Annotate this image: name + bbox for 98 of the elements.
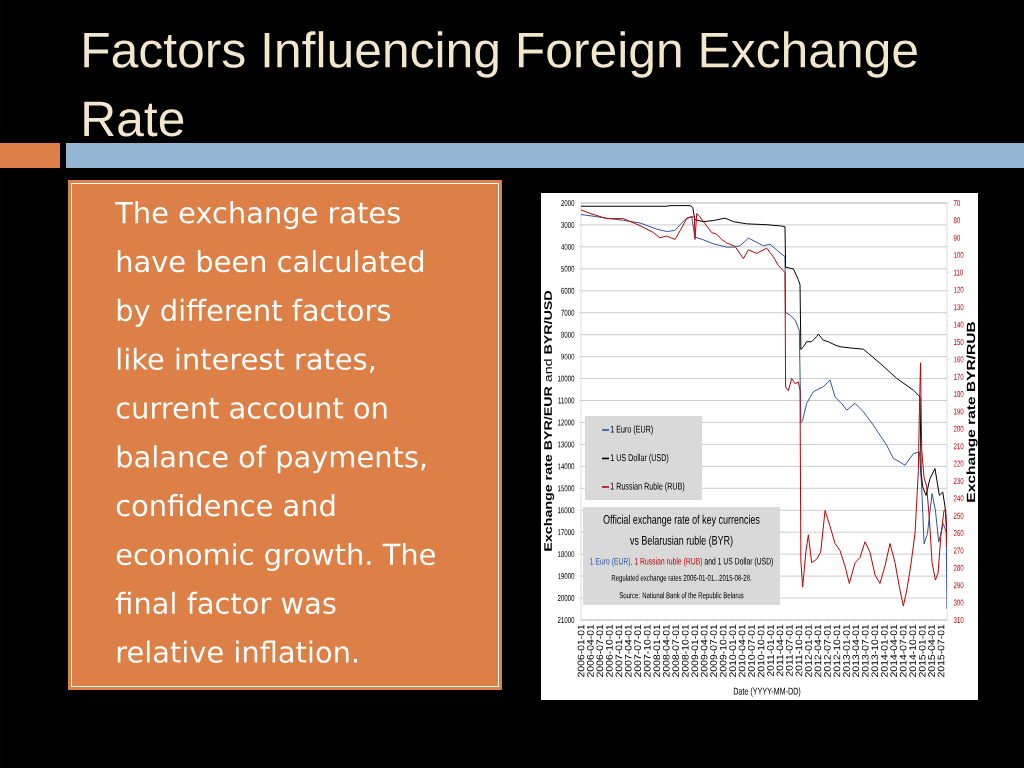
x-tick-label: 2006-07-01 <box>596 624 604 677</box>
x-tick-label: 2008-04-01 <box>662 624 670 677</box>
y-tick-label: 15000 <box>558 485 575 492</box>
x-tick-label: 2015-04-01 <box>928 624 935 677</box>
y2-tick-label: 80 <box>953 217 961 224</box>
y2-tick-label: 210 <box>953 443 964 450</box>
legend-label: 1 Euro (EUR) <box>610 425 653 435</box>
x-tick-label: 2009-10-01 <box>719 624 727 677</box>
annotation: 1 Euro (EUR), <box>590 557 632 567</box>
x-tick-label: 2013-01-01 <box>843 624 850 677</box>
y2-tick-label: 260 <box>953 530 964 537</box>
x-tick-label: 2007-10-01 <box>643 624 651 677</box>
y2-tick-label: 100 <box>954 252 964 259</box>
y-tick-label: 4000 <box>561 243 575 250</box>
y2-tick-label: 90 <box>953 234 961 241</box>
x-tick-label: 2011-04-01 <box>776 624 784 677</box>
x-tick-label: 2014-04-01 <box>890 624 898 677</box>
x-tick-label: 2013-10-01 <box>871 624 879 677</box>
annotation: Source: National Bank of the Republic Belarus <box>619 592 744 600</box>
y2-tick-label: 150 <box>954 339 964 345</box>
text: The exchange rates have been calculated by different factors like interest rates, current account on balance of payments, confidence and economic growth. The final factor was relative inflation. <box>115 201 435 663</box>
y-tick-label: 13000 <box>558 441 575 448</box>
y-tick-label: 9000 <box>561 353 575 360</box>
y2-tick-label: 190 <box>954 408 964 415</box>
y-tick-label: 11000 <box>558 397 575 404</box>
y2-tick-label: 250 <box>953 512 964 519</box>
legend-label: 1 US Dollar (USD) <box>610 453 669 464</box>
x-tick-label: 2010-04-01 <box>738 624 746 677</box>
y2-tick-label: 180 <box>954 391 964 398</box>
x-tick-label: 2008-01-01 <box>653 624 661 677</box>
y2-tick-label: 300 <box>953 599 964 606</box>
y-tick-label: 10000 <box>558 375 575 382</box>
x-tick-label: 2008-10-01 <box>681 624 689 677</box>
y2-tick-label: 290 <box>953 582 964 589</box>
y2-tick-label: 200 <box>953 425 964 432</box>
y-tick-label: 7000 <box>561 309 575 316</box>
x-tick-label: 2015-01-01 <box>918 624 926 677</box>
annotation: and 1 US Dollar (USD) <box>704 557 773 567</box>
y2-tick-label: 270 <box>953 547 964 554</box>
y-tick-label: 16000 <box>558 507 575 514</box>
x-tick-label: 2010-01-01 <box>729 624 737 677</box>
x-tick-label: 2007-04-01 <box>624 624 632 677</box>
y2-tick-label: 160 <box>954 356 964 363</box>
x-tick-label: 2013-04-01 <box>852 624 860 677</box>
x-tick-label: 2009-01-01 <box>691 624 699 677</box>
x-axis-title: Date (YYYY-MM-DD) <box>733 687 801 697</box>
y2-tick-label: 220 <box>953 460 964 467</box>
y2-tick-label: 120 <box>954 286 964 293</box>
x-tick-label: 2012-01-01 <box>805 624 812 677</box>
y2-tick-label: 230 <box>953 478 964 484</box>
x-tick-label: 2011-07-01 <box>785 624 793 677</box>
y-tick-label: 18000 <box>558 551 575 558</box>
x-tick-label: 2014-01-01 <box>880 624 888 677</box>
legend-label: 1 Russian Ruble (RUB) <box>610 482 685 492</box>
y-tick-label: 12000 <box>558 419 575 426</box>
text: Official exchange rate of key currencies vs Belarusian ruble (BYR) <box>603 514 760 548</box>
y2-tick-label: 140 <box>954 321 964 328</box>
y-tick-label: 19000 <box>558 573 575 580</box>
y2-tick-label: 280 <box>953 564 964 571</box>
x-tick-label: 2011-10-01 <box>795 624 803 677</box>
x-tick-label: 2014-07-01 <box>899 624 907 677</box>
y-tick-label: 5000 <box>561 265 575 272</box>
x-tick-label: 2006-10-01 <box>606 624 613 677</box>
x-tick-label: 2007-01-01 <box>615 624 623 677</box>
y-tick-label: 3000 <box>561 221 575 228</box>
x-tick-label: 2006-04-01 <box>587 624 594 677</box>
annotation: 1 Russian ruble (RUB) <box>634 557 703 567</box>
x-tick-label: 2014-10-01 <box>909 624 917 677</box>
x-tick-label: 2011-01-01 <box>767 624 774 677</box>
x-tick-label: 2013-07-01 <box>861 624 869 677</box>
x-tick-label: 2010-10-01 <box>757 624 765 677</box>
y2-tick-label: 130 <box>954 304 964 311</box>
x-tick-label: 2012-04-01 <box>814 624 822 677</box>
x-tick-label: 2007-07-01 <box>634 624 642 677</box>
y-tick-label: 2000 <box>561 200 575 206</box>
y-tick-label: 8000 <box>561 331 575 338</box>
x-tick-label: 2010-07-01 <box>748 624 755 677</box>
y2-tick-label: 170 <box>954 373 964 380</box>
x-tick-label: 2012-07-01 <box>823 624 831 677</box>
annotation: Regulated exchange rates 2006-01-01...2015-08-28. <box>611 574 752 583</box>
y2-axis-title: Exchange rate BYR/RUB <box>966 322 978 502</box>
x-tick-label: 2009-07-01 <box>710 624 717 677</box>
x-tick-label: 2006-01-01 <box>577 624 585 677</box>
y-tick-label: 17000 <box>558 529 575 536</box>
x-tick-label: 2008-07-01 <box>672 624 680 677</box>
y-tick-label: 14000 <box>558 463 575 470</box>
y2-tick-label: 240 <box>953 495 964 502</box>
chart-title: Factors Influencing Foreign Exchange Rate <box>84 31 917 137</box>
x-tick-label: 2012-10-01 <box>833 624 841 677</box>
y-tick-label: 6000 <box>561 287 575 294</box>
y-tick-label: 20000 <box>557 595 575 602</box>
y2-tick-label: 310 <box>953 617 964 623</box>
y-axis-title: Exchange rate BYR/EUR and BYR/USD <box>543 290 555 551</box>
x-tick-label: 2009-04-01 <box>700 624 708 677</box>
x-tick-label: 2015-07-01 <box>937 624 945 677</box>
y2-tick-label: 110 <box>954 269 964 276</box>
y2-tick-label: 70 <box>953 200 961 206</box>
y-tick-label: 21000 <box>557 617 575 623</box>
